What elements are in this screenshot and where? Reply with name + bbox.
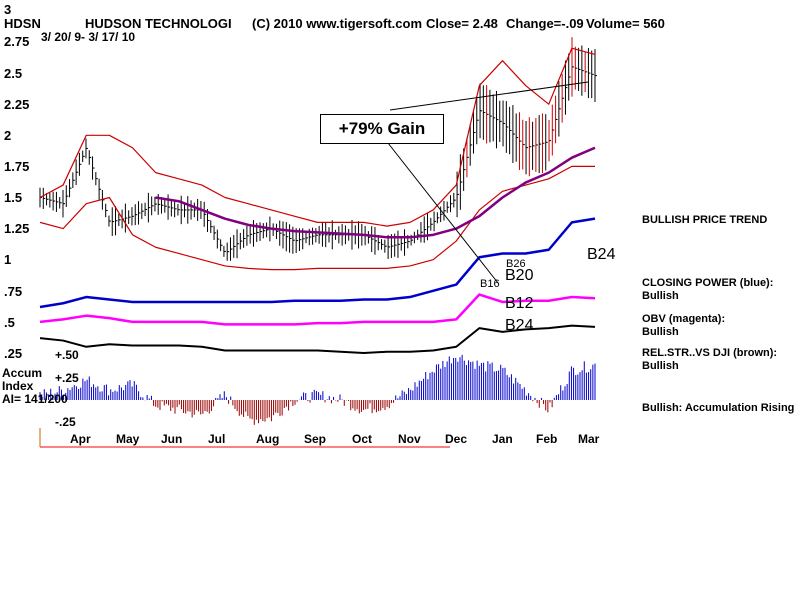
rel-str-title: REL.STR..VS DJI (brown): xyxy=(642,347,778,359)
signal-b20: B20 xyxy=(505,267,534,284)
change-value: Change=-.09 xyxy=(506,16,584,31)
date-range: 3/ 20/ 9- 3/ 17/ 10 xyxy=(41,30,136,44)
gain-pointer-lower xyxy=(387,142,499,284)
y-tick: .25 xyxy=(4,346,23,361)
series-line-moving_average xyxy=(155,146,596,239)
series-line-lower_band xyxy=(39,165,595,271)
x-tick: Dec xyxy=(445,432,468,446)
accum-label: Accum xyxy=(2,366,43,380)
accum-minus25: -.25 xyxy=(55,415,76,429)
x-tick: Oct xyxy=(352,432,373,446)
closing-power-title: CLOSING POWER (blue): xyxy=(642,277,774,289)
signal-b16: B16 xyxy=(480,278,500,290)
signal-b12: B12 xyxy=(505,295,534,312)
accum-plus50: +.50 xyxy=(55,348,79,362)
chart-number: 3 xyxy=(4,2,12,17)
x-tick: Apr xyxy=(70,432,91,446)
index-label: Index xyxy=(2,379,34,393)
ai-score: AI= 141/200 xyxy=(2,392,68,406)
x-tick: Sep xyxy=(304,432,327,446)
gain-annotation: +79% Gain xyxy=(320,114,444,144)
obv-value: Bullish xyxy=(642,326,679,338)
obv-title: OBV (magenta): xyxy=(642,313,726,325)
rel-str-value: Bullish xyxy=(642,360,679,372)
y-tick: 1.25 xyxy=(4,221,30,236)
y-tick: 2.75 xyxy=(4,34,30,49)
series-line-rel_str xyxy=(39,324,596,354)
series-line-upper_band xyxy=(39,47,596,227)
y-tick: 1.5 xyxy=(4,190,23,205)
x-tick: Jan xyxy=(492,432,513,446)
company-name: HUDSON TECHNOLOGI xyxy=(85,16,232,31)
x-tick: Mar xyxy=(578,432,600,446)
y-tick: .75 xyxy=(4,284,23,299)
y-tick: 2 xyxy=(4,128,12,143)
y-tick: 1.75 xyxy=(4,159,30,174)
y-tick: 1 xyxy=(4,252,12,267)
closing-power-value: Bullish xyxy=(642,290,679,302)
copyright: (C) 2010 www.tigersoft.com xyxy=(252,16,422,31)
y-tick: .5 xyxy=(4,315,15,330)
x-tick: Aug xyxy=(256,432,280,446)
accum-plus25: +.25 xyxy=(55,371,79,385)
accum-status: Bullish: Accumulation Rising xyxy=(642,402,795,414)
x-tick: Feb xyxy=(536,432,558,446)
x-tick: Nov xyxy=(398,432,421,446)
axes xyxy=(39,81,589,448)
x-tick: Jun xyxy=(161,432,183,446)
trend-status: BULLISH PRICE TREND xyxy=(642,214,768,226)
gain-pointer-upper xyxy=(389,81,589,111)
ticker-symbol: HDSN xyxy=(4,16,41,31)
x-tick: May xyxy=(116,432,140,446)
signal-b26: B26 xyxy=(506,258,526,270)
volume-value: Volume= 560 xyxy=(586,16,665,31)
accumulation-bars xyxy=(39,354,596,425)
close-value: Close= 2.48 xyxy=(426,16,498,31)
price-bars xyxy=(39,37,597,261)
series-line-closing_power xyxy=(39,217,596,309)
y-tick: 2.5 xyxy=(4,66,23,81)
indicator-lines xyxy=(39,47,596,354)
x-tick: Jul xyxy=(208,432,226,446)
signal-b24-low: B24 xyxy=(505,317,534,334)
series-line-obv xyxy=(39,293,596,326)
y-tick: 2.25 xyxy=(4,97,30,112)
signal-b24-top: B24 xyxy=(587,246,616,263)
